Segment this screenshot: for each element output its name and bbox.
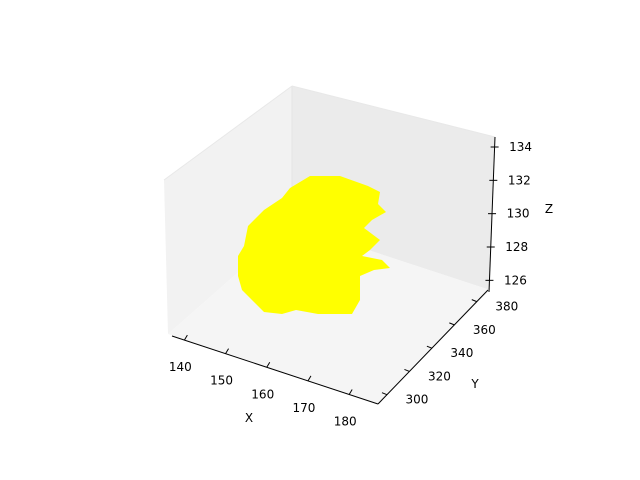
point-cloud (238, 176, 390, 314)
x-tick-label: 170 (293, 401, 316, 415)
y-axis-line (377, 289, 489, 405)
z-axis-ticks: 126 128 130 132 134 (485, 140, 532, 287)
x-tick-mark (307, 375, 312, 382)
x-tick-mark (225, 348, 229, 354)
z-tick-label: 134 (509, 140, 532, 154)
y-tick-label: 300 (406, 393, 429, 407)
y-tick-label: 340 (450, 346, 473, 360)
z-tick-label: 130 (507, 207, 530, 221)
z-tick-label: 128 (505, 240, 528, 254)
x-axis-line (171, 335, 379, 405)
x-tick-label: 140 (169, 360, 192, 374)
x-tick-mark (266, 362, 271, 368)
y-tick-label: 380 (495, 300, 518, 314)
y-tick-mark (449, 322, 455, 326)
x-tick-mark (183, 334, 188, 341)
x-tick-label: 160 (251, 387, 274, 401)
z-axis-line (488, 136, 496, 293)
y-tick-mark (381, 392, 388, 396)
x-axis-label: X (245, 411, 253, 425)
z-axis-label: Z (545, 202, 553, 216)
y-axis-label: Y (470, 377, 479, 391)
x-tick-mark (348, 389, 353, 395)
y-tick-label: 320 (428, 369, 451, 383)
y-tick-mark (471, 299, 477, 303)
y-tick-label: 360 (473, 323, 496, 337)
pane-edge (291, 85, 496, 138)
y-tick-mark (426, 345, 433, 349)
x-tick-label: 150 (210, 374, 233, 388)
x-tick-label: 180 (334, 414, 357, 428)
left-back-pane (164, 86, 292, 334)
x-axis-ticks: 140 150 160 170 180 (169, 334, 357, 428)
y-tick-mark (404, 368, 410, 372)
z-tick-label: 126 (504, 273, 527, 287)
z-tick-label: 132 (508, 173, 531, 187)
pane-edge (163, 85, 293, 181)
